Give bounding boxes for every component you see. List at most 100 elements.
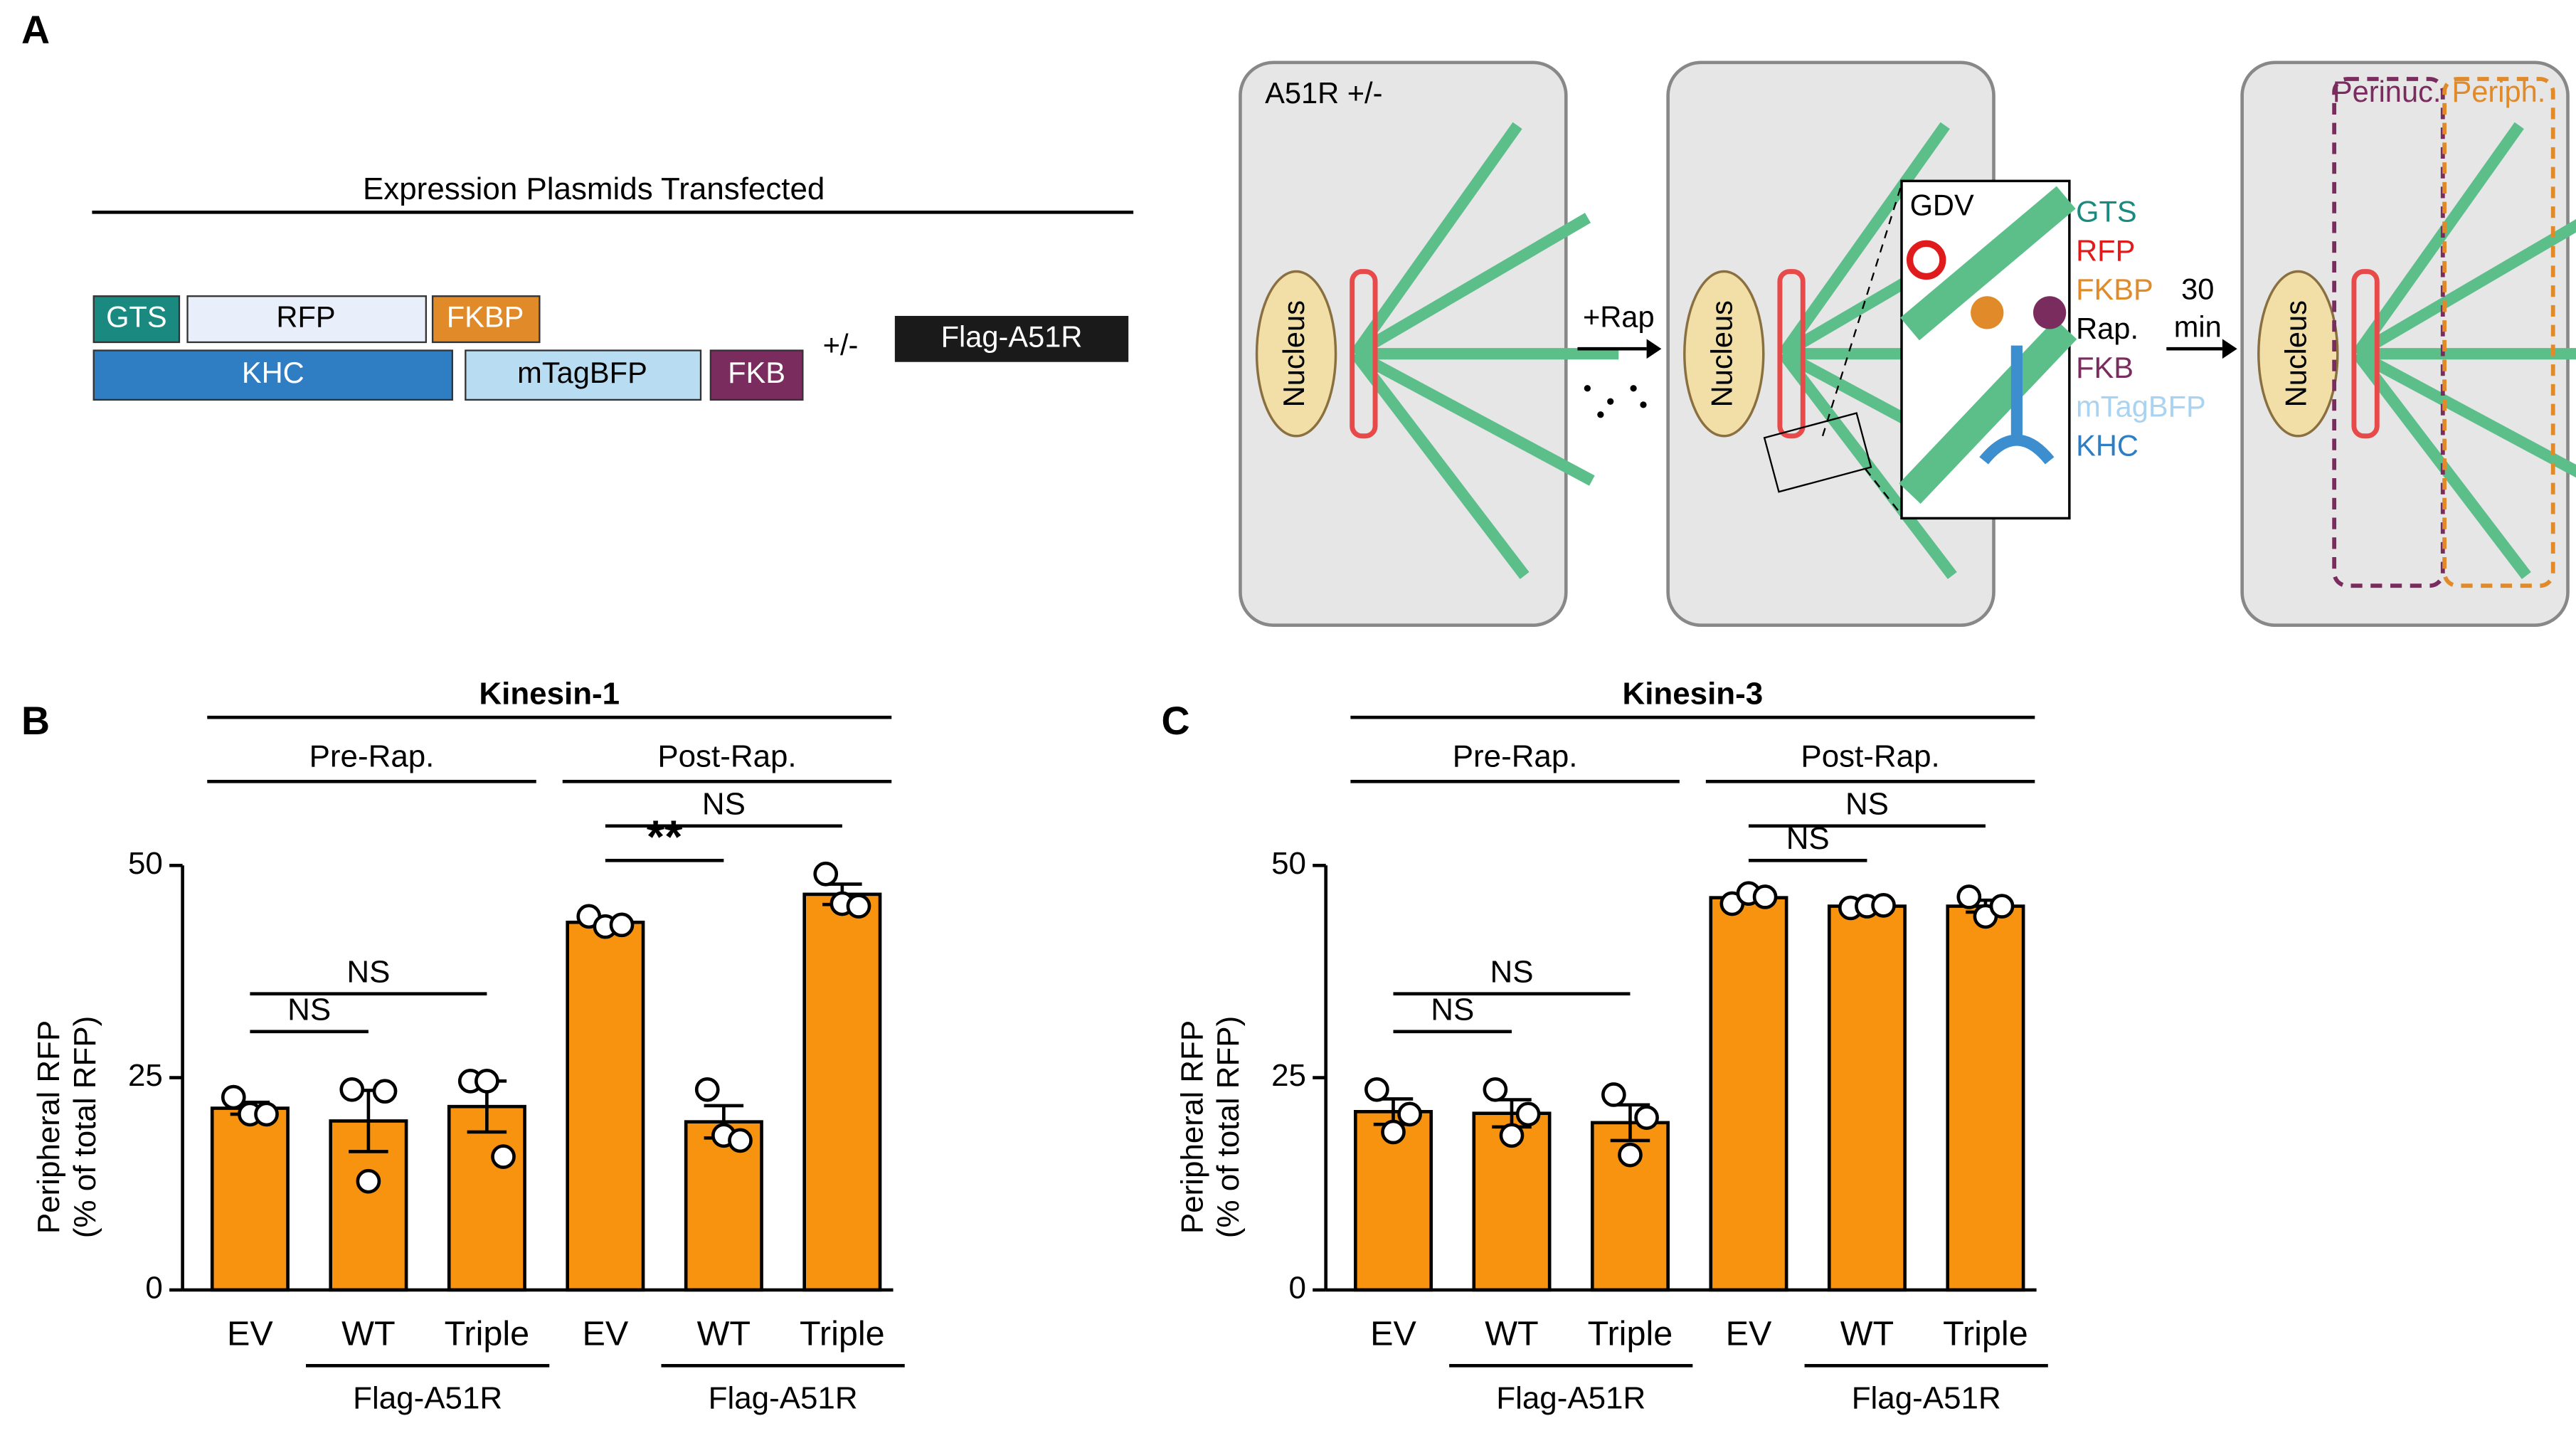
box-label: GTS: [106, 300, 167, 334]
x-tick-label: WT: [341, 1314, 395, 1353]
panel-label: B: [21, 699, 50, 743]
data-point: [475, 1069, 499, 1094]
nucleus: [1255, 270, 1337, 438]
x-tick-label: EV: [227, 1314, 273, 1353]
rapamycin-dots: [1584, 385, 1647, 418]
golgi: [2351, 269, 2380, 439]
subgroup-label: Flag-A51R: [353, 1380, 502, 1415]
fkbp-icon: [1971, 296, 2004, 329]
gdv-icon: [1906, 240, 1946, 280]
perinuclear-region: [2332, 77, 2445, 588]
comparison-label: NS: [287, 993, 331, 1027]
bar: [1827, 904, 1907, 1292]
y-axis-label: Peripheral RFP: [1175, 1020, 1209, 1234]
region-label: Periph.: [2452, 75, 2545, 108]
microtubule: [1352, 349, 1595, 486]
bar: [210, 1106, 290, 1292]
time-label: min: [2174, 310, 2222, 343]
microtubule: [2352, 122, 2524, 357]
fkb-icon: [2032, 296, 2067, 329]
data-point: [491, 1144, 516, 1169]
legend-entry: KHC: [2076, 428, 2138, 462]
group-label: Post-Rap.: [657, 739, 796, 774]
time-label: 30: [2181, 272, 2214, 305]
y-tick-label: 25: [128, 1058, 163, 1093]
bar: [447, 1104, 526, 1292]
microtubule: [1350, 350, 1530, 579]
arrow-head: [2222, 339, 2237, 359]
x-tick-label: EV: [1370, 1314, 1416, 1353]
region-label: Perinuc.: [2333, 75, 2442, 108]
y-axis-label: (% of total RFP): [1211, 1016, 1246, 1238]
a51r-box: [894, 315, 1129, 362]
data-point: [1364, 1077, 1389, 1102]
khc-box: [92, 349, 453, 401]
data-point: [254, 1101, 279, 1127]
treatment-label: +Rap: [1583, 300, 1655, 334]
comparison-label: NS: [346, 955, 390, 990]
x-tick-label: WT: [1840, 1314, 1894, 1353]
comparison-label: **: [647, 811, 683, 863]
box-label: FKB: [728, 356, 785, 389]
y-tick-label: 25: [1271, 1058, 1306, 1093]
data-point: [372, 1079, 398, 1104]
chart-title: Kinesin-1: [479, 677, 620, 712]
data-point: [813, 861, 839, 887]
y-tick-label: 0: [1288, 1270, 1305, 1305]
legend-entry: mTagBFP: [2076, 390, 2206, 423]
arrow-head: [1646, 339, 1662, 359]
legend-entry: Rap.: [2076, 312, 2138, 345]
box-label: Flag-A51R: [941, 319, 1083, 353]
nucleus-label: Nucleus: [2279, 300, 2312, 407]
bar: [1709, 896, 1788, 1292]
nucleus-label: Nucleus: [1277, 300, 1310, 407]
x-tick-label: Triple: [1588, 1314, 1673, 1353]
comparison-label: NS: [1845, 787, 1889, 822]
group-label: Pre-Rap.: [309, 739, 435, 774]
data-point: [356, 1168, 381, 1194]
group-label: Pre-Rap.: [1453, 739, 1578, 774]
fkb-box: [709, 349, 804, 401]
y-axis-label: Peripheral RFP: [31, 1020, 66, 1234]
data-point: [694, 1077, 720, 1102]
microtubule: [1352, 213, 1591, 359]
data-point: [1397, 1101, 1422, 1127]
zoom-box: [1763, 412, 1872, 493]
x-tick-label: WT: [1485, 1314, 1538, 1353]
data-point: [846, 894, 871, 919]
microtubule: [1778, 122, 1950, 357]
data-point: [1752, 884, 1778, 909]
rfp-box: [186, 295, 427, 344]
legend-entry: FKBP: [2076, 273, 2153, 306]
microtubule: [2354, 218, 2576, 359]
bar: [1946, 904, 2025, 1292]
condition-label: A51R +/-: [1265, 76, 1382, 110]
nucleus-label: Nucleus: [1705, 300, 1738, 407]
data-point: [221, 1084, 246, 1110]
microtubule: [2354, 349, 2576, 478]
cell-diagram: A51R +/- Nucleus Nucleus Nucleus: [1239, 60, 2576, 628]
subgroup-label: Flag-A51R: [1852, 1380, 2001, 1415]
box-label: FKBP: [447, 300, 524, 334]
microtubule: [1779, 350, 1957, 579]
y-tick-label: 50: [128, 846, 163, 881]
y-tick-label: 0: [145, 1270, 162, 1305]
cell: [2240, 60, 2570, 628]
data-point: [609, 912, 635, 938]
plasmid-diagram: Expression Plasmids Transfected GTS RFP …: [92, 171, 1134, 401]
khc-icon: [1979, 345, 2055, 465]
panel-label: C: [1161, 699, 1189, 743]
cell-annotations: +Rap 30 min GDV Perinuc. Periph.: [1577, 75, 2555, 588]
data-point: [1601, 1082, 1626, 1107]
data-point: [339, 1077, 365, 1102]
x-tick-label: EV: [582, 1314, 628, 1353]
bar: [802, 892, 882, 1292]
data-point: [1381, 1119, 1406, 1145]
nucleus: [1683, 270, 1765, 438]
peripheral-region: [2442, 77, 2555, 588]
data-point: [728, 1128, 753, 1153]
plasmid-title: Expression Plasmids Transfected: [363, 171, 825, 206]
x-tick-label: WT: [697, 1314, 751, 1353]
